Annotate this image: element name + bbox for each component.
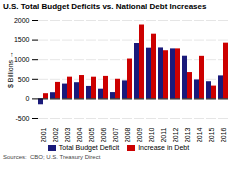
svg-text:2002: 2002: [52, 127, 59, 142]
svg-text:1500: 1500: [14, 36, 30, 43]
html-text:Total Budget Deficit: Total Budget Deficit: [58, 144, 120, 151]
svg-text:$ Billions →: $ Billions →: [7, 51, 14, 88]
svg-text:2011: 2011: [160, 127, 167, 142]
svg-text:2004: 2004: [76, 127, 83, 142]
svg-text:2010: 2010: [148, 127, 155, 142]
svg-text:2006: 2006: [100, 127, 107, 142]
svg-text:2014: 2014: [196, 127, 203, 142]
html-text:Sources: CBO; U.S. Treasury Di: Sources: CBO; U.S. Treasury Direct: [3, 154, 101, 160]
svg-text:2012: 2012: [172, 127, 179, 142]
svg-text:2016: 2016: [220, 127, 227, 142]
svg-text:2015: 2015: [208, 127, 215, 142]
svg-text:2013: 2013: [184, 127, 191, 142]
html-text:Increase in Debt: Increase in Debt: [138, 144, 190, 151]
svg-text:2000: 2000: [14, 17, 30, 24]
svg-text:2005: 2005: [88, 127, 95, 142]
svg-text:-500: -500: [15, 115, 29, 122]
svg-text:2003: 2003: [64, 127, 71, 142]
svg-text:0: 0: [26, 95, 30, 102]
svg-text:500: 500: [18, 76, 30, 83]
svg-text:1000: 1000: [14, 56, 30, 63]
svg-text:2008: 2008: [124, 127, 131, 142]
svg-text:2009: 2009: [136, 127, 143, 142]
html-text:U.S. Total Budget Deficits vs.: U.S. Total Budget Deficits vs. National …: [3, 2, 207, 11]
svg-text:2001: 2001: [40, 127, 47, 142]
svg-text:2007: 2007: [112, 127, 119, 142]
